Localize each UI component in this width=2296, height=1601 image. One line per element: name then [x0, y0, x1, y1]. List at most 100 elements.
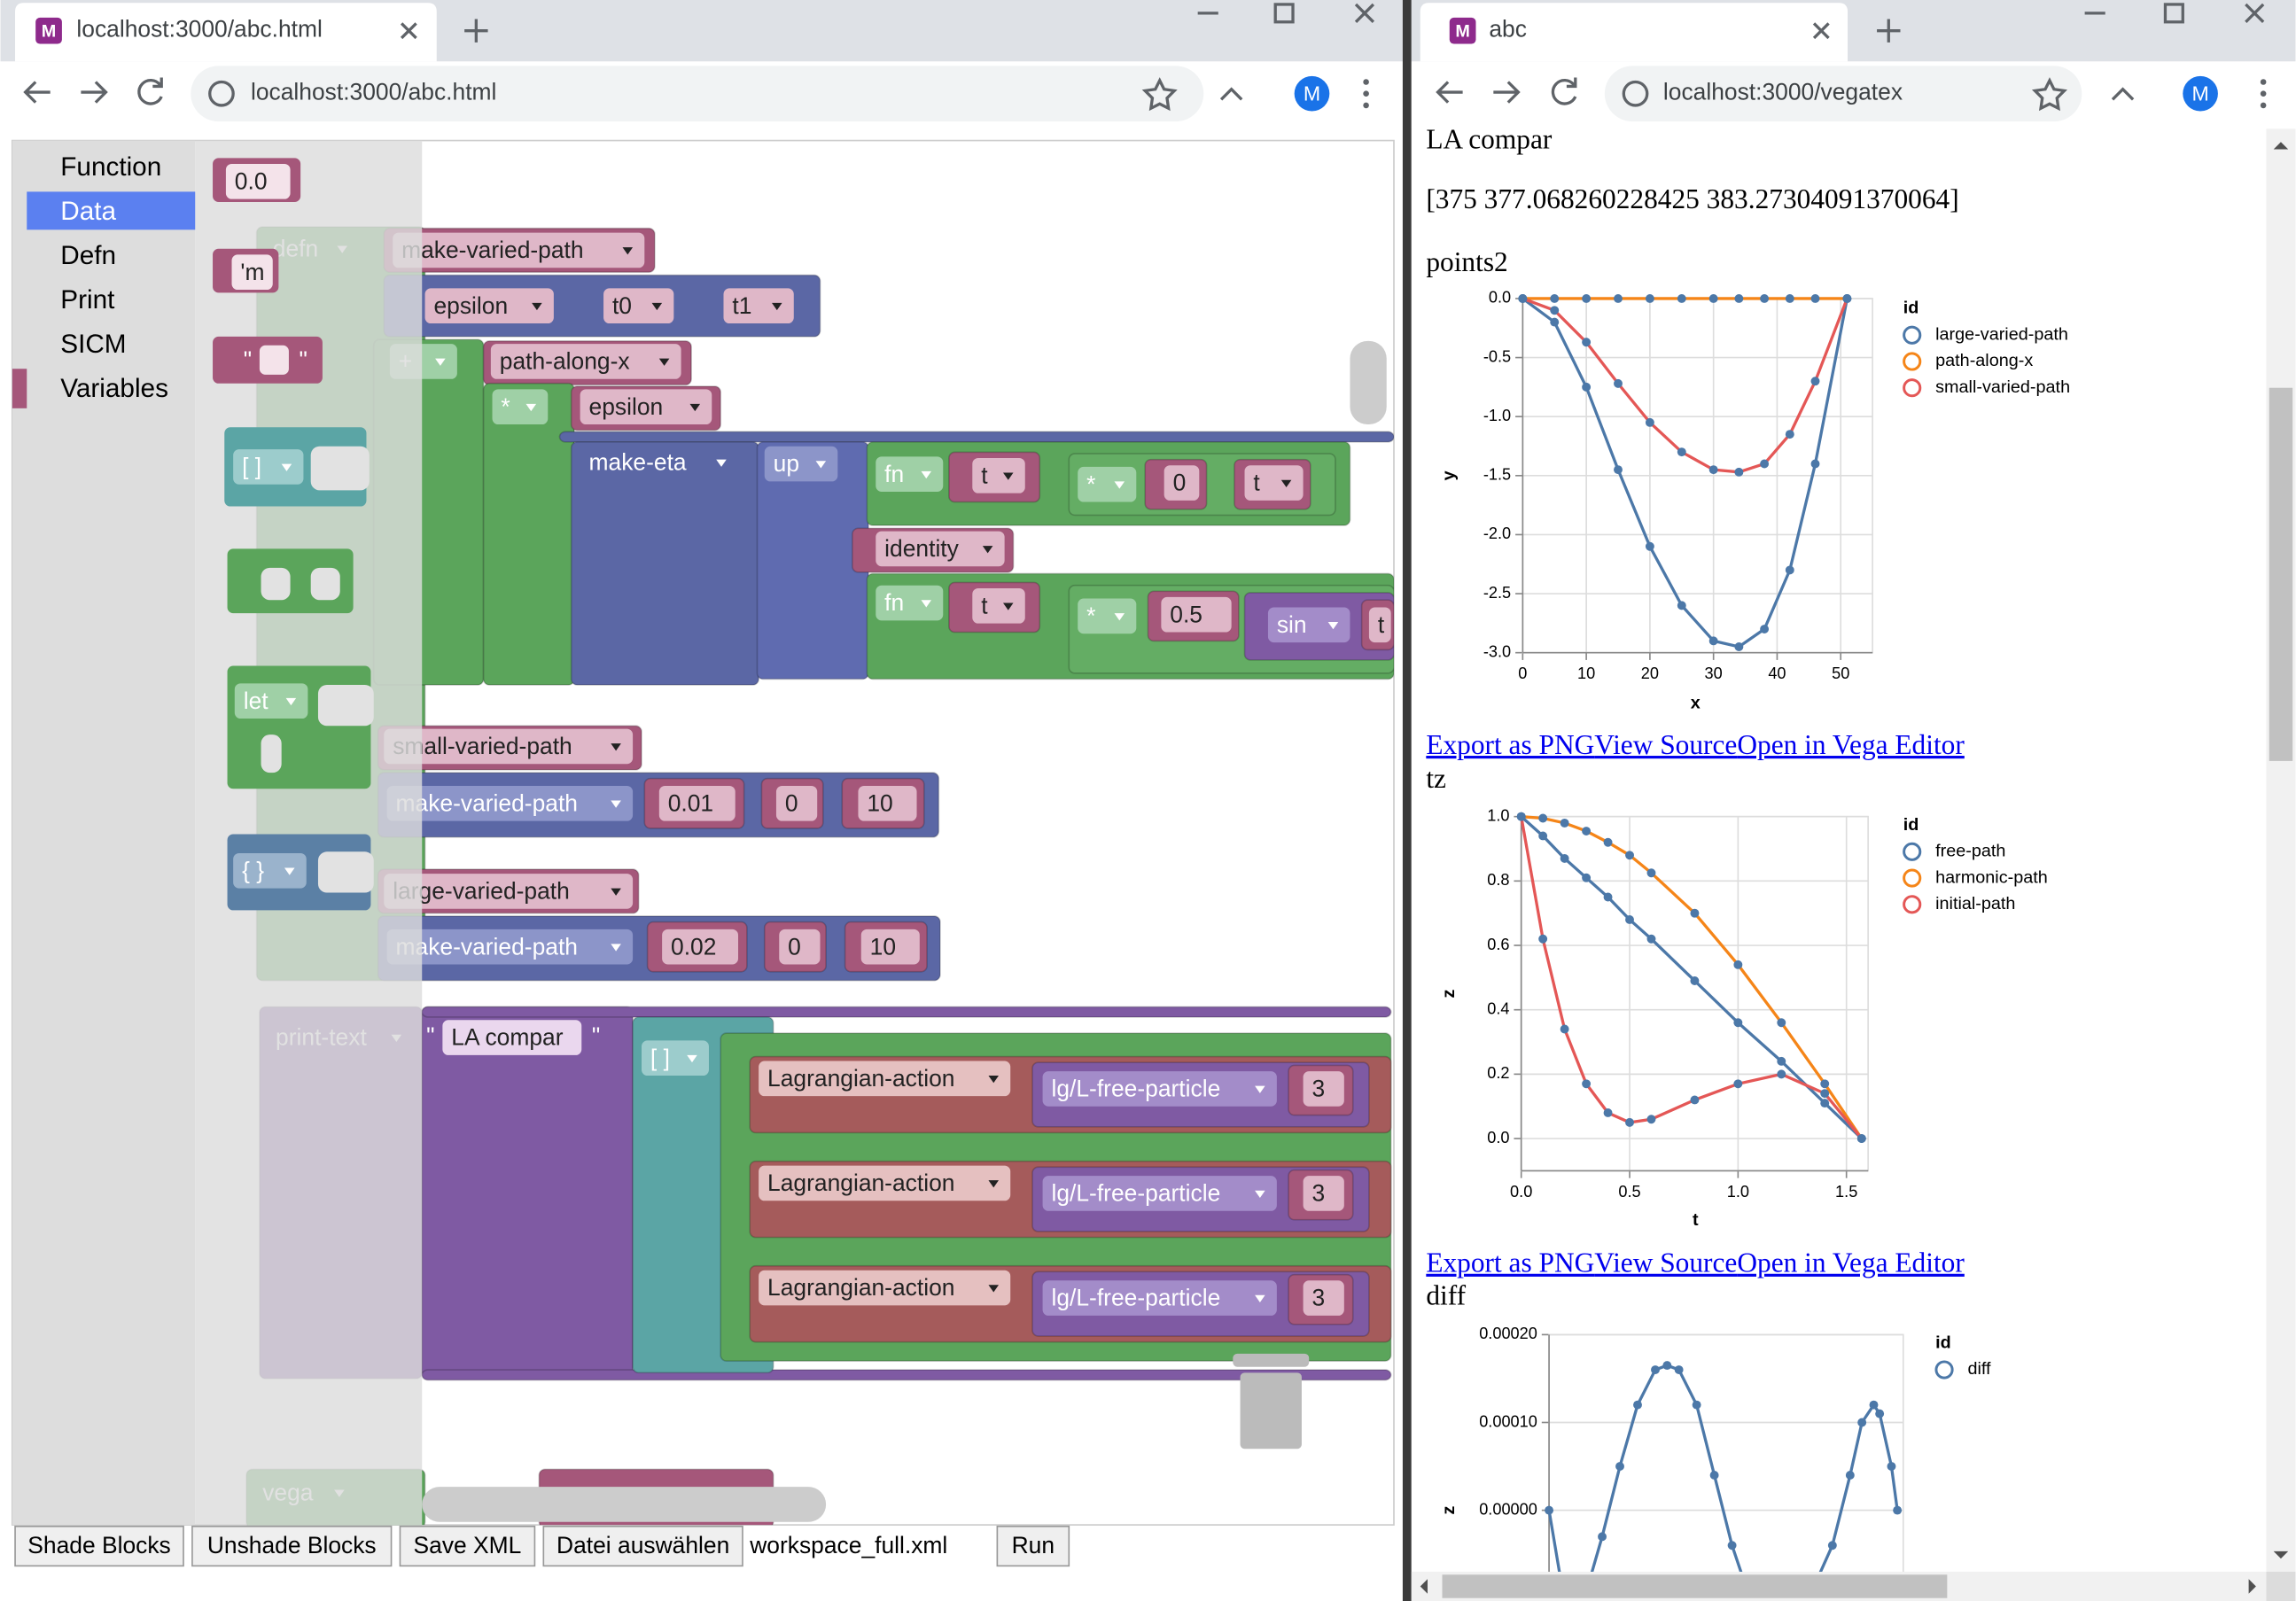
maximize[interactable] [1273, 3, 1295, 24]
block-field[interactable] [759, 1061, 1011, 1097]
tab[interactable] [15, 3, 437, 62]
block-field[interactable] [1368, 607, 1391, 643]
link[interactable]: View Source [1594, 729, 1737, 760]
block-field[interactable] [723, 288, 794, 324]
avatar[interactable] [2183, 75, 2218, 112]
block-field[interactable] [764, 446, 838, 482]
close-window[interactable] [2245, 3, 2265, 23]
new-tab[interactable] [1877, 19, 1901, 43]
block-field[interactable] [442, 1020, 582, 1055]
block-field[interactable] [424, 288, 554, 324]
button[interactable] [996, 1525, 1070, 1567]
block-field[interactable] [384, 728, 634, 765]
omnibox[interactable] [1604, 66, 2082, 122]
block-field[interactable] [759, 1165, 1011, 1201]
block-field[interactable] [1303, 1176, 1344, 1211]
ws-h-scroll[interactable] [422, 1487, 827, 1522]
block-field[interactable] [1078, 598, 1137, 634]
trash-can[interactable] [1240, 1372, 1302, 1449]
site-info[interactable] [1622, 80, 1649, 107]
extension[interactable] [1219, 87, 1243, 101]
block-field[interactable] [759, 1270, 1011, 1306]
block-field[interactable] [1042, 1071, 1277, 1107]
block-field[interactable] [1164, 465, 1200, 501]
v-scrollbar[interactable] [2266, 128, 2296, 1572]
block-field[interactable] [662, 929, 739, 965]
back[interactable] [1436, 81, 1463, 104]
new-tab[interactable] [464, 19, 488, 43]
toolbox-category[interactable]: SICM [60, 330, 126, 359]
forward[interactable] [81, 81, 108, 104]
toolbox-category[interactable]: Data [60, 197, 116, 226]
reload[interactable] [1551, 77, 1577, 105]
block-field[interactable] [225, 163, 291, 199]
button[interactable] [14, 1525, 184, 1567]
block-field[interactable] [860, 929, 920, 965]
block-field[interactable] [876, 456, 944, 492]
block[interactable] [558, 431, 1394, 443]
block-field[interactable] [1161, 596, 1232, 633]
block-field[interactable] [234, 683, 308, 719]
link[interactable]: Open in Vega Editor [1737, 1247, 1965, 1278]
block-field[interactable] [386, 785, 634, 821]
ws-v-scroll[interactable] [1350, 340, 1387, 425]
extension[interactable] [2111, 87, 2135, 101]
block-field[interactable] [1303, 1071, 1344, 1107]
block-field[interactable] [492, 389, 549, 425]
block-field[interactable] [972, 587, 1025, 624]
bookmark-star[interactable] [1141, 77, 1178, 112]
block[interactable] [421, 1006, 1392, 1018]
block-field[interactable] [580, 389, 712, 425]
button[interactable] [191, 1525, 393, 1567]
button[interactable] [542, 1525, 743, 1567]
button[interactable] [399, 1525, 536, 1567]
empty-field[interactable] [259, 345, 289, 375]
link[interactable]: View Source [1594, 1247, 1737, 1278]
block-field[interactable] [386, 929, 634, 965]
block-field[interactable] [1303, 1280, 1344, 1316]
block[interactable] [570, 440, 759, 686]
toolbox-category[interactable]: Function [60, 152, 161, 182]
menu[interactable] [1363, 79, 1369, 109]
block-field[interactable] [658, 785, 735, 821]
block-field[interactable] [490, 344, 681, 379]
maximize[interactable] [2163, 3, 2184, 24]
block-field[interactable] [641, 1040, 709, 1076]
forward[interactable] [1493, 81, 1521, 104]
link[interactable]: Export as PNG [1426, 729, 1594, 760]
block-field[interactable] [779, 929, 821, 965]
back[interactable] [23, 81, 51, 104]
tab-close[interactable] [1812, 22, 1830, 40]
v-scroll-thumb[interactable] [2269, 387, 2293, 761]
tab[interactable] [1420, 3, 1848, 62]
block-field[interactable] [1267, 607, 1350, 643]
omnibox[interactable] [191, 66, 1204, 122]
link[interactable]: Export as PNG [1426, 1247, 1594, 1278]
block-field[interactable] [1042, 1176, 1277, 1211]
site-info[interactable] [208, 80, 235, 107]
toolbox-category[interactable]: Variables [60, 374, 168, 403]
block-field[interactable] [384, 874, 634, 909]
link[interactable]: Open in Vega Editor [1737, 729, 1965, 760]
avatar[interactable] [1294, 75, 1330, 112]
toolbox-category[interactable]: Print [60, 285, 115, 315]
h-scroll-thumb[interactable] [1442, 1574, 1948, 1598]
close-window[interactable] [1354, 3, 1375, 23]
block-field[interactable] [1042, 1280, 1277, 1316]
block-field[interactable] [1078, 466, 1137, 502]
block-field[interactable] [233, 852, 307, 889]
toolbox-selected[interactable] [27, 191, 196, 230]
block-field[interactable] [858, 785, 917, 821]
toolbox-category[interactable]: Defn [60, 241, 116, 270]
block-field[interactable] [876, 531, 1005, 567]
reload[interactable] [137, 77, 163, 105]
block-field[interactable] [231, 254, 273, 291]
block-field[interactable] [603, 288, 674, 324]
block-field[interactable] [1244, 465, 1304, 501]
menu[interactable] [2260, 79, 2267, 109]
block-field[interactable] [876, 585, 944, 621]
block-field[interactable] [393, 232, 645, 268]
block-field[interactable] [972, 457, 1025, 494]
block-field[interactable] [775, 785, 818, 821]
bookmark-star[interactable] [2031, 77, 2067, 112]
